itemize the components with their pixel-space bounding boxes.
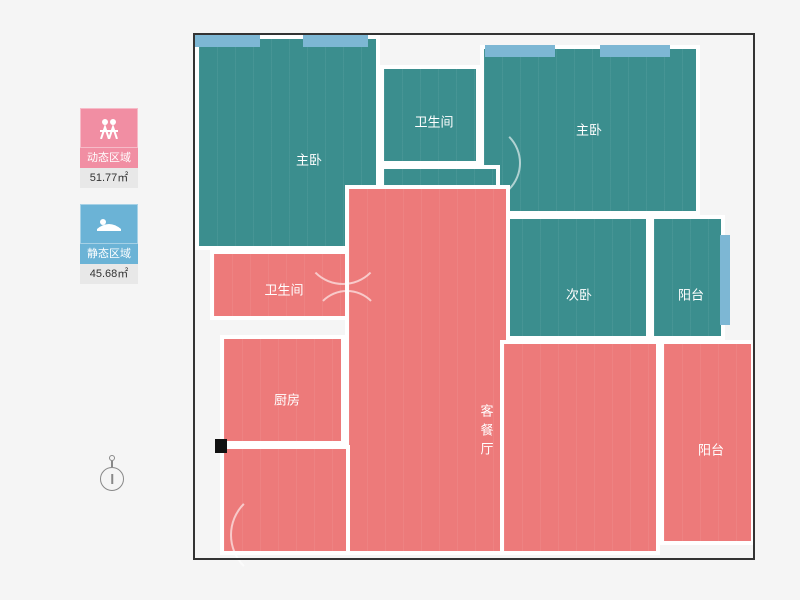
room-balcony-lower: 阳台	[660, 340, 755, 545]
door-arc	[445, 125, 521, 201]
floor-plan: 主卧卫生间主卧卫生间次卧阳台厨房客餐厅阳台	[195, 35, 755, 560]
legend-dynamic: 动态区域 51.77㎡	[80, 108, 144, 188]
legend-static-value: 45.68㎡	[80, 264, 138, 284]
window-strip	[303, 35, 368, 47]
legend-static: 静态区域 45.68㎡	[80, 204, 144, 284]
window-strip	[485, 45, 555, 57]
room-label: 厨房	[274, 390, 300, 409]
legend-static-label: 静态区域	[80, 244, 138, 264]
room-label: 阳台	[678, 285, 704, 304]
room-master-bedroom-right: 主卧	[480, 45, 700, 215]
entry-notch	[215, 439, 227, 453]
room-label: 主卧	[576, 120, 602, 139]
room-label: 卫生间	[264, 280, 303, 299]
window-strip	[600, 45, 670, 57]
room-label: 客餐厅	[481, 401, 498, 458]
room-living-dining-right	[500, 340, 660, 555]
sleep-icon	[80, 204, 138, 244]
legend-dynamic-label: 动态区域	[80, 148, 138, 168]
window-strip	[720, 235, 730, 325]
compass-icon	[98, 455, 126, 487]
window-strip	[195, 35, 260, 47]
room-label: 次卧	[566, 285, 592, 304]
room-second-bedroom: 次卧	[500, 215, 650, 340]
people-icon	[80, 108, 138, 148]
room-label: 阳台	[698, 440, 724, 459]
room-label: 主卧	[296, 150, 322, 169]
door-arc	[312, 290, 382, 360]
legend-dynamic-value: 51.77㎡	[80, 168, 138, 188]
zone-legend: 动态区域 51.77㎡ 静态区域 45.68㎡	[80, 108, 144, 300]
room-label: 卫生间	[414, 112, 453, 131]
room-balcony-right-upper: 阳台	[650, 215, 725, 340]
door-arc	[303, 205, 383, 285]
door-arc	[230, 490, 320, 580]
